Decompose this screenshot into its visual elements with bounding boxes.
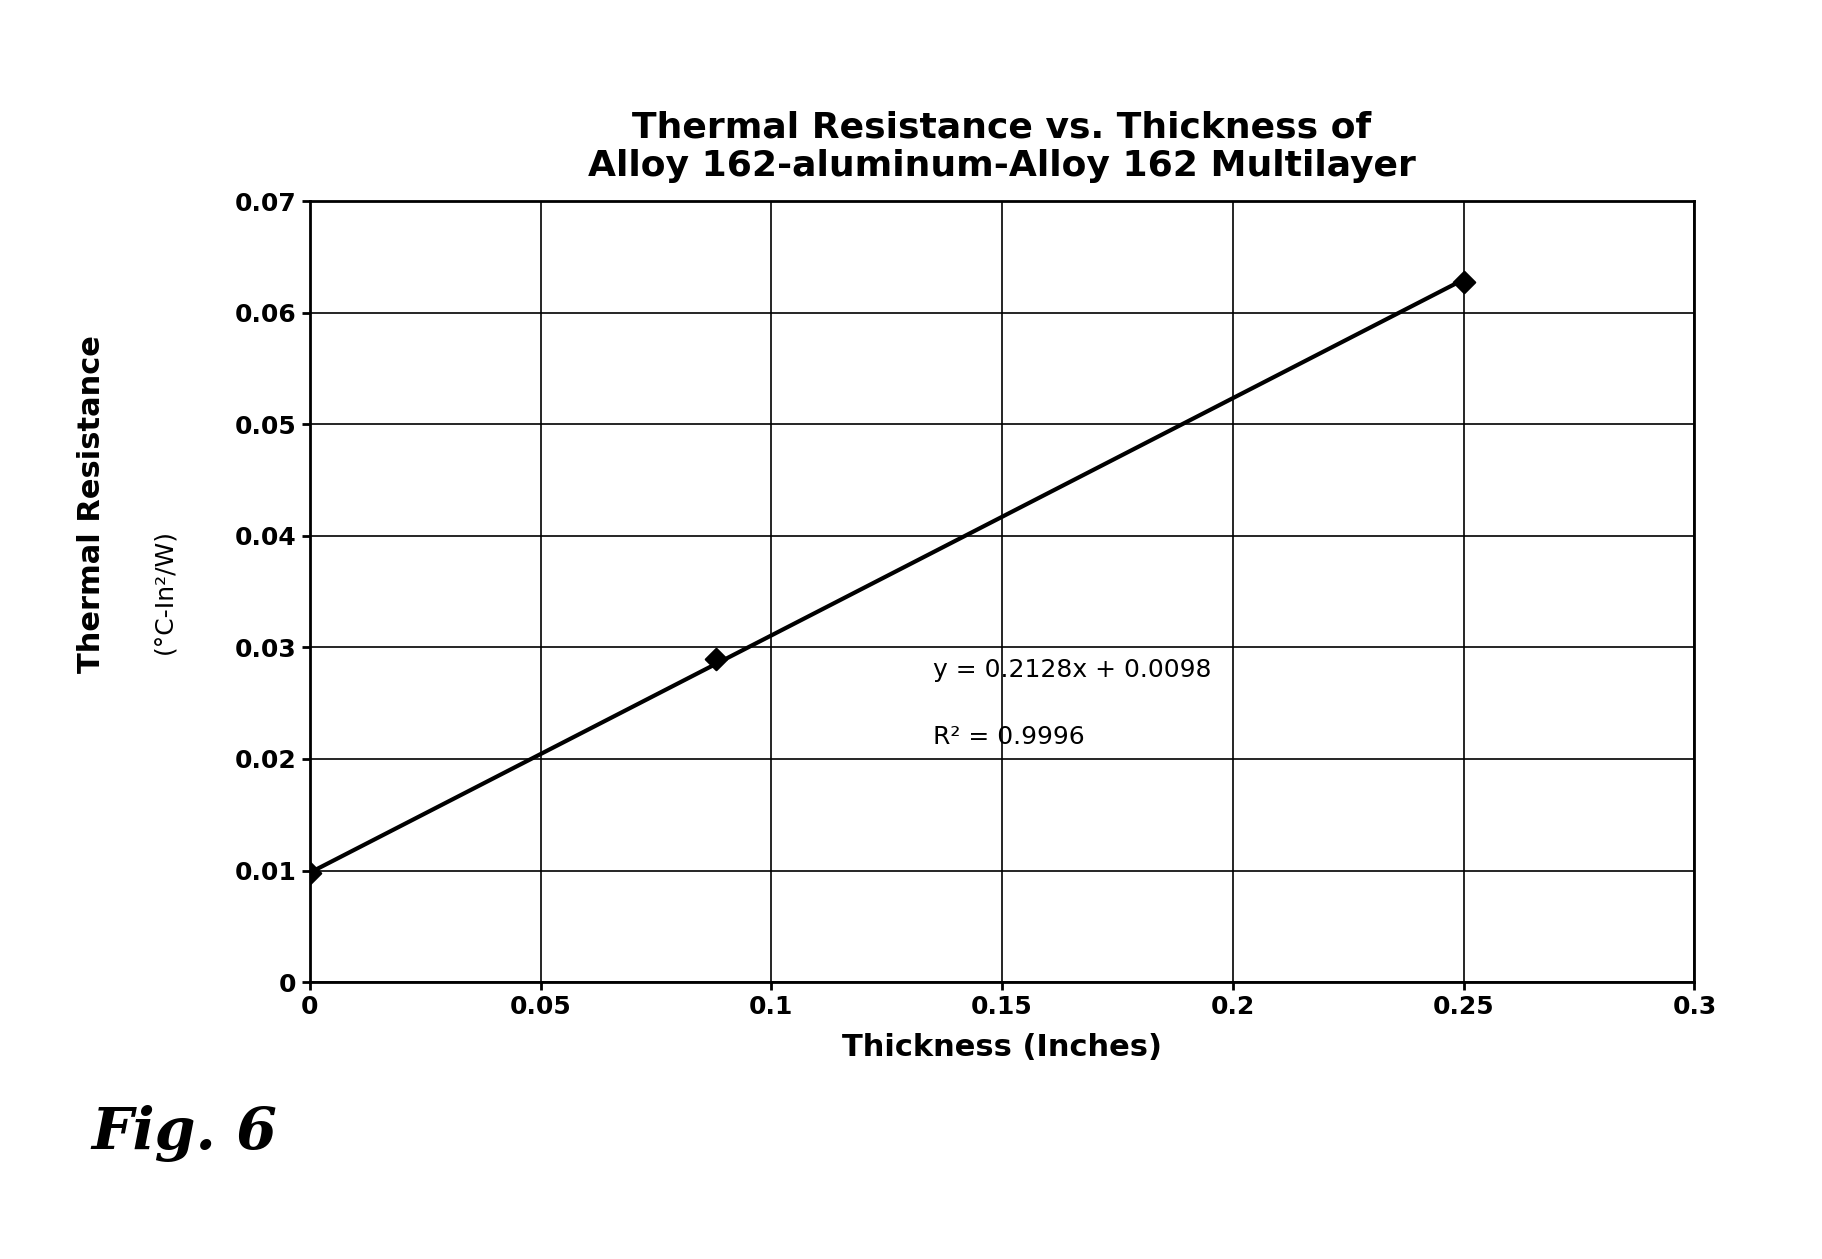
Text: Fig. 6: Fig. 6: [91, 1104, 277, 1162]
Text: y = 0.2128x + 0.0098: y = 0.2128x + 0.0098: [933, 657, 1212, 682]
Point: [1448, 272, 1478, 292]
X-axis label: Thickness (Inches): Thickness (Inches): [842, 1034, 1162, 1063]
Point: [701, 648, 731, 669]
Title: Thermal Resistance vs. Thickness of
Alloy 162-aluminum-Alloy 162 Multilayer: Thermal Resistance vs. Thickness of Allo…: [589, 110, 1416, 184]
Text: (°C-In²/W): (°C-In²/W): [151, 529, 177, 655]
Text: R² = 0.9996: R² = 0.9996: [933, 725, 1084, 749]
Point: [295, 862, 324, 883]
Text: Thermal Resistance: Thermal Resistance: [77, 335, 106, 672]
